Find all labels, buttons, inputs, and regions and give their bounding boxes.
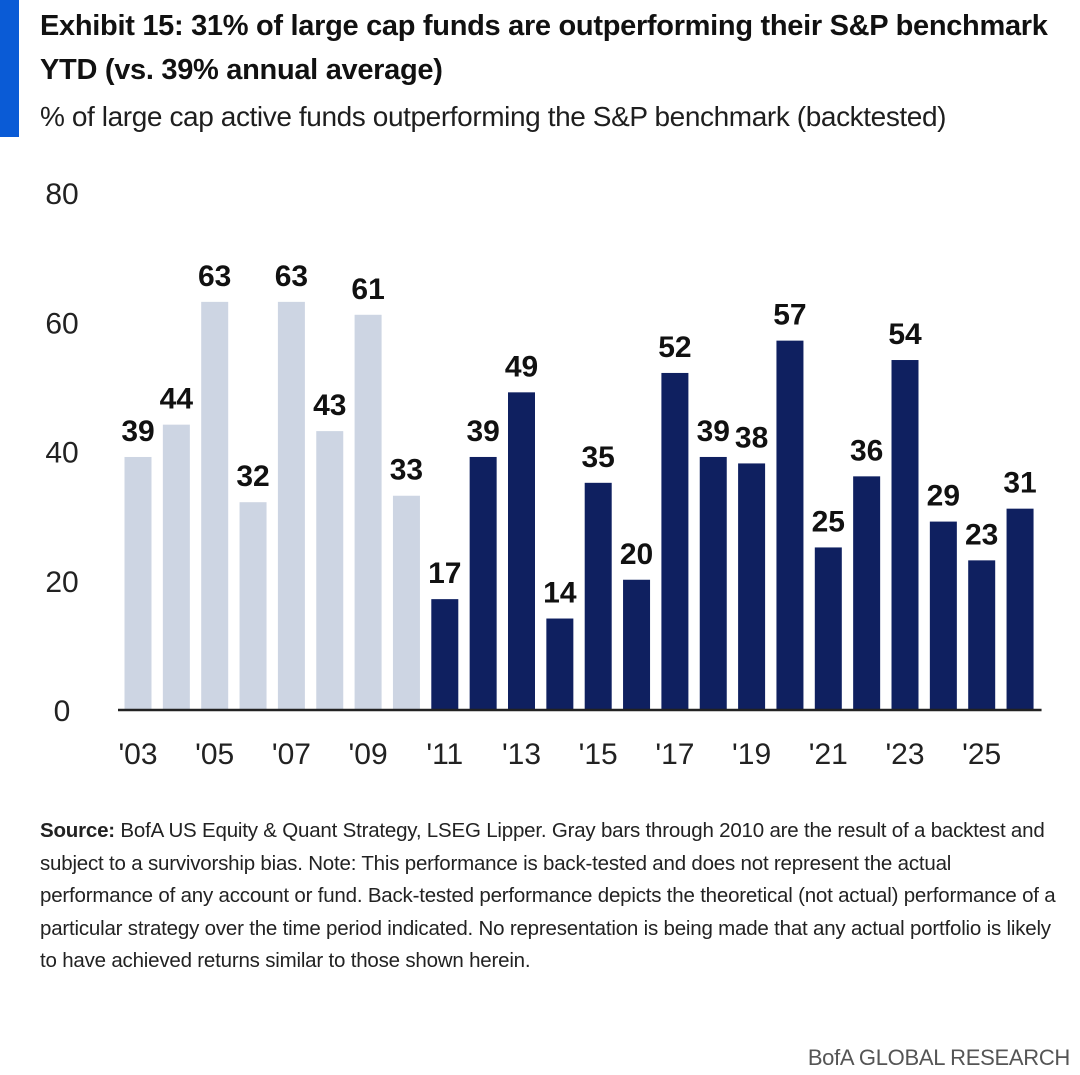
x-tick-label: '17 bbox=[655, 738, 694, 771]
x-tick-label: '13 bbox=[502, 738, 541, 771]
data-label-2026: 31 bbox=[1003, 467, 1036, 500]
bar-2013 bbox=[508, 392, 535, 709]
bar-2021 bbox=[814, 547, 842, 709]
data-label-2015: 35 bbox=[582, 441, 615, 474]
data-label-2012: 39 bbox=[466, 415, 499, 448]
data-label-2020: 57 bbox=[773, 299, 806, 332]
bar-2007 bbox=[277, 301, 305, 709]
bar-2024 bbox=[929, 521, 957, 709]
bar-2003 bbox=[124, 456, 152, 709]
data-label-2009: 61 bbox=[351, 273, 384, 306]
bar-2010 bbox=[392, 495, 420, 709]
data-label-2010: 33 bbox=[390, 454, 423, 487]
bar-2014 bbox=[546, 618, 574, 709]
bar-2008 bbox=[316, 431, 344, 709]
data-label-2022: 36 bbox=[850, 434, 883, 467]
data-label-2018: 39 bbox=[697, 415, 730, 448]
bar-2025 bbox=[968, 560, 996, 709]
bar-2009 bbox=[354, 314, 382, 709]
bar-2015 bbox=[584, 482, 612, 709]
source-text: BofA US Equity & Quant Strategy, LSEG Li… bbox=[40, 819, 1056, 972]
bar-2012 bbox=[469, 456, 497, 709]
data-label-2019: 38 bbox=[735, 421, 768, 454]
data-label-2013: 49 bbox=[505, 350, 538, 383]
y-tick-label: 0 bbox=[54, 695, 71, 728]
data-label-2006: 32 bbox=[236, 460, 269, 493]
bar-2026 bbox=[1006, 508, 1034, 709]
y-tick-label: 40 bbox=[45, 437, 78, 470]
bars bbox=[124, 301, 1034, 709]
data-label-2025: 23 bbox=[965, 518, 998, 551]
y-tick-label: 60 bbox=[45, 307, 78, 340]
data-label-2021: 25 bbox=[812, 505, 845, 538]
y-axis-ticks: 0 20 40 60 80 bbox=[45, 178, 78, 728]
source-label: Source: bbox=[40, 819, 115, 842]
bar-2006 bbox=[239, 502, 267, 709]
x-tick-label: '21 bbox=[809, 738, 848, 771]
data-label-2016: 20 bbox=[620, 538, 653, 571]
y-tick-label: 80 bbox=[45, 178, 78, 211]
chart-subtitle: % of large cap active funds outperformin… bbox=[40, 101, 947, 132]
bar-2005 bbox=[201, 301, 229, 709]
x-tick-label: '25 bbox=[962, 738, 1001, 771]
x-tick-label: '07 bbox=[272, 738, 311, 771]
data-label-2007: 63 bbox=[275, 260, 308, 293]
data-label-2008: 43 bbox=[313, 389, 346, 422]
x-tick-label: '19 bbox=[732, 738, 771, 771]
x-tick-label: '05 bbox=[195, 738, 234, 771]
chart-title: Exhibit 15: 31% of large cap funds are o… bbox=[40, 10, 1048, 86]
data-label-2005: 63 bbox=[198, 260, 231, 293]
data-label-2004: 44 bbox=[160, 383, 194, 416]
data-label-2011: 17 bbox=[428, 557, 461, 590]
bar-2017 bbox=[661, 372, 689, 709]
bar-2004 bbox=[162, 424, 190, 709]
data-label-2003: 39 bbox=[121, 415, 154, 448]
bar-2011 bbox=[431, 599, 459, 709]
y-tick-label: 20 bbox=[45, 566, 78, 599]
x-tick-label: '03 bbox=[118, 738, 157, 771]
x-tick-label: '15 bbox=[579, 738, 618, 771]
bar-2018 bbox=[699, 456, 727, 709]
data-label-2014: 14 bbox=[543, 577, 577, 610]
x-tick-label: '09 bbox=[349, 738, 388, 771]
bar-2023 bbox=[891, 360, 919, 709]
bar-2020 bbox=[776, 340, 804, 709]
x-axis-ticks: '03 '05 '07 '09 '11 '13 '15 '17 '19 '21 '23 '25 bbox=[118, 738, 1001, 771]
data-label-2024: 29 bbox=[927, 480, 960, 513]
x-tick-label: '23 bbox=[885, 738, 924, 771]
source-note: Source: BofA US Equity & Quant Strategy,… bbox=[40, 815, 1065, 978]
accent-bar bbox=[0, 0, 19, 137]
x-tick-label: '11 bbox=[426, 738, 463, 771]
data-label-2017: 52 bbox=[658, 331, 691, 364]
bar-2022 bbox=[853, 476, 881, 709]
brand-footer: BofA GLOBAL RESEARCH bbox=[807, 1045, 1070, 1070]
bar-2016 bbox=[623, 579, 651, 709]
data-label-2023: 54 bbox=[888, 318, 922, 351]
bar-2019 bbox=[738, 463, 766, 709]
